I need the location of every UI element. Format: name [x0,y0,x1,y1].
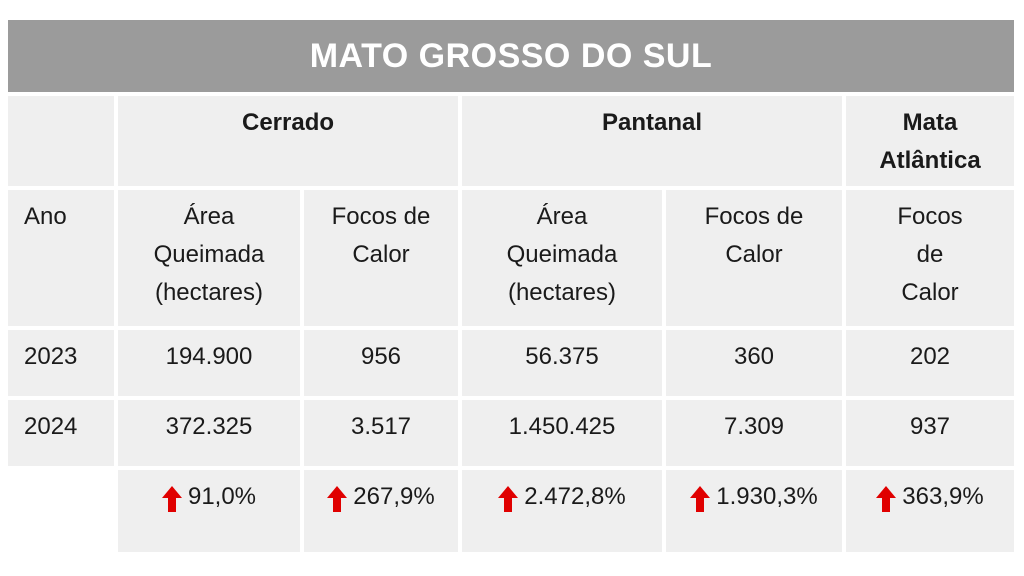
table-cell-cerrado-focos: 3.517 [304,400,458,466]
table-cell-pantanal-area: 56.375 [462,330,662,396]
header-line: Queimada [153,241,265,268]
table-cell-year: 2023 [8,330,114,396]
header-line: Área [536,203,588,230]
arrow-up-icon [690,486,711,512]
arrow-up-icon [327,486,348,512]
column-header-pantanal-focos: Focos de Calor [666,190,842,326]
table-cell-cerrado-area: 372.325 [118,400,300,466]
column-header-ano: Ano [8,190,114,326]
arrow-up-icon [161,486,182,512]
biome-header-pantanal: Pantanal [462,96,842,186]
change-value: 267,9% [353,483,435,510]
arrow-up-icon [498,486,519,512]
table-cell-ma-focos: 202 [846,330,1014,396]
header-line: de [916,241,944,268]
biome-header-mata-atlantica: Mata Atlântica [846,96,1014,186]
column-header-cerrado-area: Área Queimada (hectares) [118,190,300,326]
arrow-up-icon [876,486,897,512]
table-cell-cerrado-focos: 956 [304,330,458,396]
header-line: Focos [897,203,963,230]
table-cell-pantanal-area: 1.450.425 [462,400,662,466]
change-cell-pantanal-focos: 1.930,3% [666,470,842,552]
table-cell-pantanal-focos: 7.309 [666,400,842,466]
column-header-cerrado-focos: Focos de Calor [304,190,458,326]
header-line: (hectares) [507,279,617,306]
table-title: MATO GROSSO DO SUL [8,20,1014,92]
change-cell-pantanal-area: 2.472,8% [462,470,662,552]
change-value: 2.472,8% [524,483,626,510]
change-cell-cerrado-area: 91,0% [118,470,300,552]
biome-header-line: Mata [902,109,958,136]
table-cell-pantanal-focos: 360 [666,330,842,396]
header-line: Calor [352,241,410,268]
header-line: (hectares) [154,279,264,306]
table-cell-cerrado-area: 194.900 [118,330,300,396]
change-blank-cell [8,470,114,552]
change-cell-ma-focos: 363,9% [846,470,1014,552]
column-header-mata-atlantica-focos: Focos de Calor [846,190,1014,326]
biome-header-line: Atlântica [879,147,981,174]
change-value: 363,9% [902,483,984,510]
biome-header-cerrado: Cerrado [118,96,458,186]
header-line: Calor [725,241,783,268]
header-line: Focos de [704,203,804,230]
table-cell-ma-focos: 937 [846,400,1014,466]
header-line: Focos de [331,203,431,230]
header-line: Área [183,203,235,230]
change-value: 91,0% [187,483,257,510]
table-cell-year: 2024 [8,400,114,466]
column-header-pantanal-area: Área Queimada (hectares) [462,190,662,326]
header-blank-cell [8,96,114,186]
change-cell-cerrado-focos: 267,9% [304,470,458,552]
header-line: Queimada [506,241,618,268]
header-line: Calor [901,279,959,306]
change-value: 1.930,3% [716,483,818,510]
